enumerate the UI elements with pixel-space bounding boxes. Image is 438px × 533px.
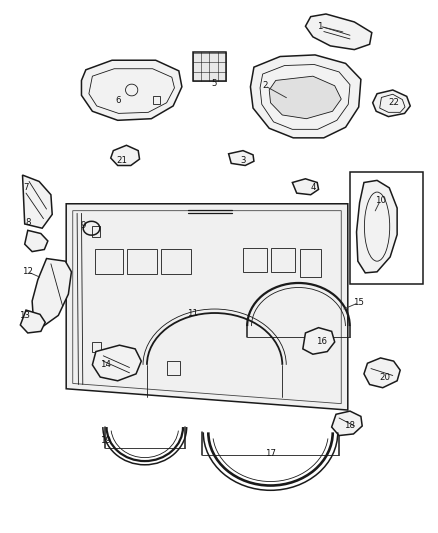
Polygon shape [303, 328, 335, 354]
Text: 9: 9 [81, 221, 86, 230]
Bar [300, 249, 321, 277]
Text: 7: 7 [23, 183, 29, 192]
Text: 18: 18 [344, 422, 356, 431]
Bar [95, 249, 123, 274]
Text: 2: 2 [262, 81, 268, 90]
Polygon shape [229, 151, 254, 165]
Text: 22: 22 [388, 98, 399, 107]
Bar [166, 361, 180, 375]
Text: 19: 19 [100, 437, 111, 446]
Polygon shape [357, 180, 397, 273]
Text: 14: 14 [100, 360, 111, 369]
Polygon shape [373, 90, 410, 117]
Bar [127, 249, 157, 274]
Text: 10: 10 [375, 196, 386, 205]
Bar [243, 248, 267, 272]
Text: 21: 21 [117, 156, 127, 165]
Bar [350, 172, 424, 284]
Text: 13: 13 [19, 311, 30, 320]
Polygon shape [364, 358, 400, 387]
Bar [152, 96, 160, 104]
Bar [92, 342, 101, 352]
Polygon shape [269, 76, 341, 119]
Polygon shape [32, 259, 71, 326]
Bar [161, 249, 191, 274]
Text: 12: 12 [22, 268, 33, 276]
Text: 8: 8 [25, 219, 31, 228]
Bar [272, 248, 295, 272]
Polygon shape [305, 14, 372, 50]
Polygon shape [22, 175, 52, 228]
Polygon shape [81, 60, 182, 120]
Text: 17: 17 [265, 449, 276, 458]
Polygon shape [251, 55, 361, 138]
Polygon shape [292, 179, 318, 195]
Polygon shape [20, 310, 45, 333]
Text: 3: 3 [240, 156, 246, 165]
Text: 15: 15 [353, 298, 364, 307]
Bar [92, 225, 100, 237]
Text: 20: 20 [379, 373, 390, 382]
Text: 5: 5 [212, 78, 217, 87]
Text: 4: 4 [310, 183, 316, 192]
Bar [193, 52, 226, 82]
Polygon shape [332, 411, 362, 435]
Polygon shape [92, 345, 141, 381]
Polygon shape [66, 204, 348, 410]
Polygon shape [25, 230, 48, 252]
Text: 1: 1 [317, 22, 322, 31]
Polygon shape [111, 146, 140, 165]
Text: 11: 11 [187, 309, 198, 318]
Text: 16: 16 [316, 337, 327, 346]
Text: 6: 6 [116, 96, 121, 105]
